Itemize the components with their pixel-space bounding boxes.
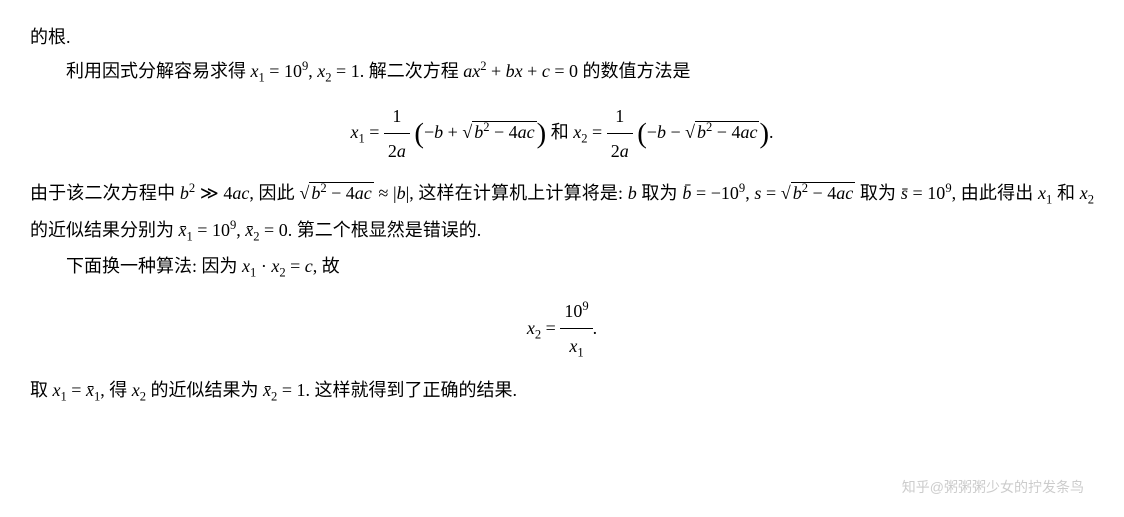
text: , 因此: [249, 183, 299, 203]
text: 和: [551, 122, 574, 142]
math-inline: x1: [1038, 183, 1052, 203]
equation-2: x2 = 109x1.: [30, 294, 1094, 366]
rparen: ): [759, 117, 769, 149]
math-inline: s̄ = 109: [901, 183, 952, 203]
dot: .: [769, 122, 774, 142]
var: x: [527, 318, 535, 338]
text: , 故: [313, 256, 340, 276]
denominator: 2a: [384, 134, 410, 168]
eq: =: [541, 318, 560, 338]
text: . 解二次方程: [360, 61, 464, 81]
fraction: 109x1: [560, 294, 592, 366]
math-inline: s = b2 − 4ac: [754, 183, 855, 203]
lparen: (: [637, 117, 647, 149]
rparen: ): [537, 117, 547, 149]
paragraph-2: 利用因式分解容易求得 x1 = 109, x2 = 1. 解二次方程 ax2 +…: [30, 54, 1094, 91]
text: , 得: [100, 380, 132, 400]
math-inline: b̄ = −109: [682, 183, 745, 203]
math-inline: x̄2 = 1: [263, 380, 305, 400]
denominator: 2a: [607, 134, 633, 168]
paragraph-3: 由于该二次方程中 b2 ≫ 4ac, 因此 b2 − 4ac ≈ |b|, 这样…: [30, 176, 1094, 249]
sqrt: b2 − 4ac: [685, 115, 759, 149]
numerator: 1: [384, 99, 410, 134]
text: −b +: [424, 122, 462, 142]
text: 的根.: [30, 27, 71, 47]
text: 利用因式分解容易求得: [66, 61, 251, 81]
math-inline: b2 − 4ac ≈ |b|: [299, 183, 409, 203]
fraction: 12a: [384, 99, 410, 168]
text: . 这样就得到了正确的结果.: [306, 380, 518, 400]
paragraph-5: 取 x1 = x̄1, 得 x2 的近似结果为 x̄2 = 1. 这样就得到了正…: [30, 373, 1094, 410]
math-inline: ax2 + bx + c = 0: [463, 61, 578, 81]
var: b: [628, 183, 637, 203]
sqrt: b2 − 4ac: [462, 115, 536, 149]
text: 取: [30, 380, 53, 400]
math-inline: x1 = x̄1: [53, 380, 101, 400]
text: −b −: [647, 122, 685, 142]
equation-1: x1 = 12a (−b + b2 − 4ac) 和 x2 = 12a (−b …: [30, 99, 1094, 168]
math-inline: x2: [132, 380, 146, 400]
math-inline: x2: [1080, 183, 1094, 203]
text: 下面换一种算法: 因为: [66, 256, 242, 276]
text: 取为: [855, 183, 901, 203]
text: 和: [1052, 183, 1079, 203]
radicand: b2 − 4ac: [695, 121, 759, 142]
paragraph-4: 下面换一种算法: 因为 x1 · x2 = c, 故: [30, 249, 1094, 286]
text: 的近似结果分别为: [30, 220, 179, 240]
text: . 第二个根显然是错误的.: [288, 220, 482, 240]
math-inline: x1 · x2 = c: [242, 256, 313, 276]
text: 由于该二次方程中: [30, 183, 180, 203]
math-inline: b2 ≫ 4ac: [180, 183, 249, 203]
radicand: b2 − 4ac: [472, 121, 536, 142]
fraction: 12a: [607, 99, 633, 168]
text: 的数值方法是: [578, 61, 691, 81]
dot: .: [593, 318, 598, 338]
eq: =: [365, 122, 384, 142]
text: , 由此得出: [952, 183, 1038, 203]
numerator: 109: [560, 294, 592, 329]
text: 的近似结果为: [146, 380, 263, 400]
text: 取为: [637, 183, 683, 203]
watermark: 知乎@粥粥粥少女的拧发条鸟: [902, 474, 1084, 501]
text: ,: [745, 183, 754, 203]
numerator: 1: [607, 99, 633, 134]
paragraph-1: 的根.: [30, 20, 1094, 54]
text: , 这样在计算机上计算将是:: [409, 183, 627, 203]
lparen: (: [414, 117, 424, 149]
eq: =: [588, 122, 607, 142]
math-inline: x̄1 = 109, x̄2 = 0: [179, 220, 288, 240]
math-inline: x1 = 109, x2 = 1: [251, 61, 360, 81]
denominator: x1: [560, 329, 592, 366]
